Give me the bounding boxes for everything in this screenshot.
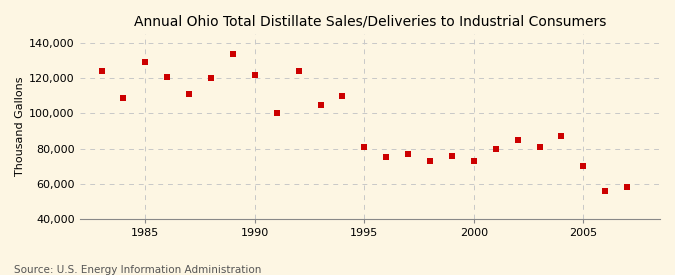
Point bbox=[468, 159, 479, 163]
Point bbox=[381, 155, 392, 160]
Point bbox=[359, 145, 370, 149]
Point bbox=[425, 159, 435, 163]
Point bbox=[162, 74, 173, 79]
Point bbox=[490, 146, 501, 151]
Point bbox=[578, 164, 589, 168]
Point bbox=[315, 103, 326, 107]
Point bbox=[403, 152, 414, 156]
Text: Source: U.S. Energy Information Administration: Source: U.S. Energy Information Administ… bbox=[14, 265, 261, 275]
Point bbox=[293, 69, 304, 73]
Point bbox=[337, 94, 348, 98]
Point bbox=[534, 145, 545, 149]
Y-axis label: Thousand Gallons: Thousand Gallons bbox=[15, 77, 25, 176]
Point bbox=[96, 69, 107, 73]
Title: Annual Ohio Total Distillate Sales/Deliveries to Industrial Consumers: Annual Ohio Total Distillate Sales/Deliv… bbox=[134, 15, 606, 29]
Point bbox=[271, 111, 282, 116]
Point bbox=[140, 60, 151, 65]
Point bbox=[227, 51, 238, 56]
Point bbox=[600, 189, 611, 193]
Point bbox=[622, 185, 632, 189]
Point bbox=[512, 138, 523, 142]
Point bbox=[250, 73, 261, 77]
Point bbox=[206, 76, 217, 81]
Point bbox=[184, 92, 194, 96]
Point bbox=[118, 95, 129, 100]
Point bbox=[447, 153, 458, 158]
Point bbox=[556, 134, 567, 139]
